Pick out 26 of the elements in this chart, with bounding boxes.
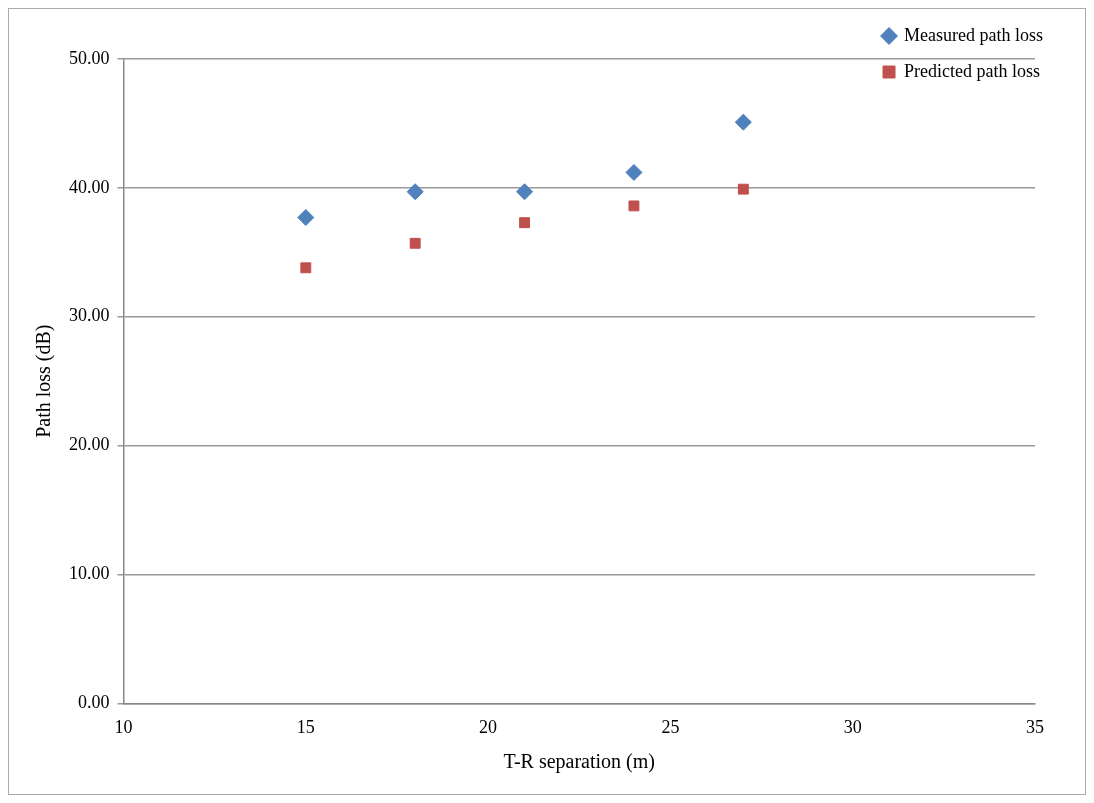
point [297,209,315,227]
y-tick-label: 50.00 [69,47,110,68]
legend-label: Measured path loss [904,24,1044,45]
legend-label: Predicted path loss [904,60,1041,81]
y-axis-title: Path loss (dB) [32,324,56,438]
x-tick-label: 25 [661,716,680,737]
y-tick-label: 30.00 [69,305,110,326]
x-tick-label: 35 [1026,716,1044,737]
point [519,217,531,229]
x-tick-label: 30 [843,716,862,737]
y-tick-label: 10.00 [69,563,110,584]
y-tick-label: 0.00 [78,692,110,713]
point [406,183,424,201]
x-tick-label: 15 [296,716,315,737]
point [409,237,421,249]
point [516,183,534,201]
x-tick-label: 10 [114,716,133,737]
point [734,113,752,131]
point [737,183,749,195]
y-tick-label: 40.00 [69,176,110,197]
point [628,200,640,212]
point [300,262,312,274]
point [625,163,643,181]
y-tick-label: 20.00 [69,434,110,455]
x-tick-label: 20 [479,716,498,737]
x-axis-title: T-R separation (m) [503,750,655,774]
